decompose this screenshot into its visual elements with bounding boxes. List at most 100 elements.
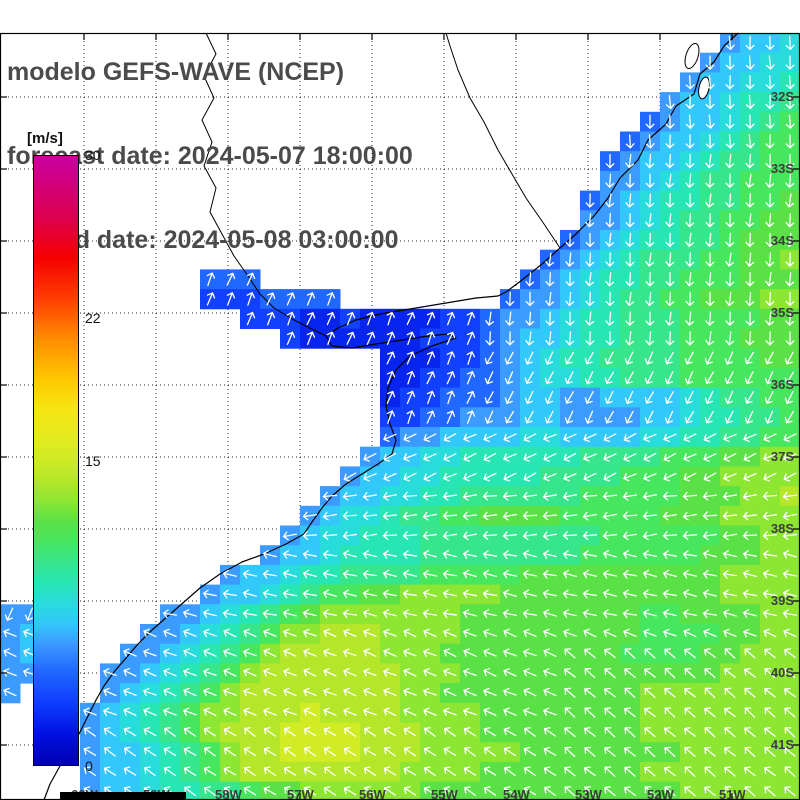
wind-arrow xyxy=(403,727,417,737)
wind-arrow xyxy=(624,351,634,365)
wind-arrow xyxy=(303,668,317,677)
wind-arrow xyxy=(545,291,555,307)
wind-arrow xyxy=(602,550,617,559)
wind-arrow xyxy=(466,331,476,345)
wind-arrow xyxy=(662,511,678,521)
wind-arrow xyxy=(643,473,657,482)
wind-arrow xyxy=(542,589,558,599)
wind-arrow xyxy=(382,609,397,618)
wind-arrow xyxy=(143,668,157,677)
lat-label: 34S xyxy=(770,233,794,248)
wind-arrow xyxy=(342,491,358,501)
wind-arrow xyxy=(543,433,557,442)
wind-arrow xyxy=(525,272,535,287)
wind-arrow xyxy=(302,589,318,599)
wind-arrow xyxy=(545,252,555,267)
wind-arrow xyxy=(283,648,297,657)
wind-arrow xyxy=(765,232,775,248)
wind-arrow xyxy=(745,134,755,149)
wind-arrow xyxy=(484,371,494,385)
wind-arrow xyxy=(443,707,457,716)
wind-arrow xyxy=(685,134,695,149)
wind-arrow xyxy=(462,531,478,541)
wind-arrow xyxy=(603,472,617,482)
wind-arrow xyxy=(223,786,237,796)
wind-arrow xyxy=(782,531,798,541)
wind-arrow xyxy=(625,153,635,169)
wind-arrow xyxy=(745,94,755,110)
wind-arrow xyxy=(263,628,277,638)
wind-arrow xyxy=(483,727,497,737)
wind-arrow xyxy=(644,727,656,738)
wind-arrow xyxy=(723,746,736,757)
wind-arrow xyxy=(502,531,518,541)
lon-label: 57W xyxy=(287,787,314,800)
wind-arrow xyxy=(282,609,297,618)
wind-arrow xyxy=(183,668,197,677)
wind-arrow xyxy=(203,707,217,717)
colorbar-tick-label: 30 xyxy=(85,147,101,163)
wind-arrow xyxy=(242,648,257,657)
wind-arrow xyxy=(483,648,497,657)
wind-arrow xyxy=(483,472,497,482)
wind-arrow xyxy=(343,766,356,777)
wind-arrow xyxy=(625,331,635,346)
wind-arrow xyxy=(763,628,777,638)
wind-arrow xyxy=(263,687,277,697)
wind-arrow xyxy=(542,707,557,717)
wind-arrow xyxy=(582,531,598,541)
wind-arrow xyxy=(605,232,615,248)
wave-cell xyxy=(540,781,561,800)
wind-arrow xyxy=(764,351,774,365)
wind-arrow xyxy=(123,727,137,737)
wind-arrow xyxy=(762,531,778,541)
wind-arrow xyxy=(685,114,695,130)
wind-arrow xyxy=(202,589,218,599)
wind-arrow xyxy=(724,766,736,777)
wind-arrow xyxy=(542,491,558,501)
wind-arrow xyxy=(266,292,276,306)
wind-arrow xyxy=(724,351,734,365)
wind-arrow xyxy=(702,609,718,619)
coastline xyxy=(43,32,739,800)
wind-arrow xyxy=(685,94,695,110)
wind-arrow xyxy=(184,786,196,797)
wind-arrow xyxy=(582,511,598,521)
wind-arrow xyxy=(542,550,557,559)
wind-arrow xyxy=(622,531,638,541)
wind-arrow xyxy=(584,707,596,718)
wind-arrow xyxy=(406,331,416,346)
wind-arrow xyxy=(466,410,476,424)
wind-arrow xyxy=(664,391,674,404)
wind-arrow xyxy=(582,609,598,618)
wind-arrow xyxy=(785,35,795,51)
wind-arrow xyxy=(163,628,177,638)
wind-arrow xyxy=(682,609,698,619)
wind-arrow xyxy=(685,153,695,169)
wind-arrow xyxy=(562,609,577,618)
wind-arrow xyxy=(462,569,477,579)
wind-arrow xyxy=(423,766,436,777)
wind-arrow xyxy=(564,371,574,385)
wind-arrow xyxy=(523,727,536,737)
wind-arrow xyxy=(382,668,397,677)
wind-arrow xyxy=(785,331,795,346)
wind-arrow xyxy=(343,687,357,697)
wind-arrow xyxy=(522,511,538,521)
wind-arrow xyxy=(364,786,376,797)
wind-arrow xyxy=(242,687,257,697)
wind-arrow xyxy=(602,531,618,541)
wind-arrow xyxy=(143,628,157,638)
wind-arrow xyxy=(24,607,34,622)
wind-arrow xyxy=(605,252,615,267)
wind-arrow xyxy=(382,589,398,599)
wind-arrow xyxy=(523,707,537,716)
wind-arrow xyxy=(725,35,735,51)
wind-arrow xyxy=(462,668,477,677)
wind-arrow xyxy=(543,727,557,737)
wind-arrow xyxy=(662,491,678,501)
wind-arrow xyxy=(544,351,554,365)
wind-arrow xyxy=(524,371,534,385)
wind-arrow xyxy=(663,472,677,482)
wind-arrow xyxy=(462,492,478,501)
